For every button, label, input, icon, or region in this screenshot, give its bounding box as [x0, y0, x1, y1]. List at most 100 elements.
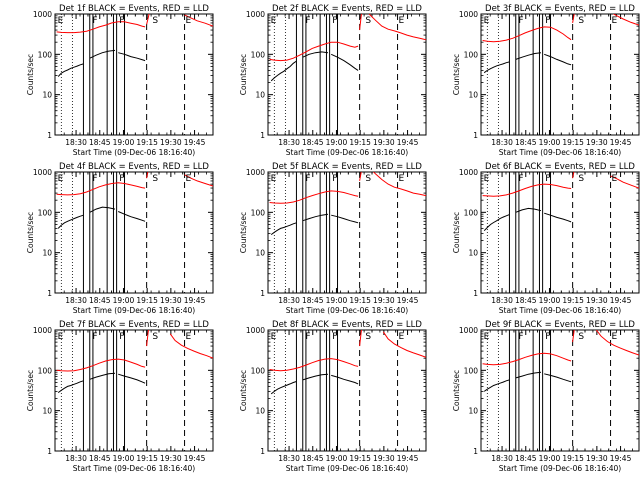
x-tick-label: 19:00: [326, 454, 348, 463]
series-line-events: [89, 372, 116, 380]
series-line-events: [515, 52, 542, 60]
series-line-events: [483, 379, 510, 392]
series-line-lld: [146, 172, 149, 179]
y-tick-label: 100: [251, 208, 266, 217]
series-line-events: [302, 213, 329, 222]
state-marker: E: [399, 174, 405, 184]
y-axis-label: Counts/sec: [26, 370, 35, 411]
y-tick-label: 100: [251, 50, 266, 59]
series-line-lld: [610, 175, 639, 189]
y-tick-label: 1000: [246, 10, 265, 19]
state-marker: S: [152, 174, 158, 184]
x-tick-label: 18:30: [278, 138, 300, 147]
series-line-events: [270, 381, 297, 395]
series-line-events: [544, 212, 572, 223]
y-tick-label: 1: [473, 131, 478, 140]
series-line-lld: [56, 21, 146, 34]
y-tick-label: 10: [255, 407, 265, 416]
plot-area: [482, 14, 639, 135]
series-line-lld: [382, 331, 426, 358]
x-axis-label: Start Time (09-Dec-06 18:16:40): [499, 464, 621, 473]
x-tick-label: 18:30: [278, 296, 300, 305]
x-tick-label: 19:45: [397, 138, 419, 147]
y-tick-label: 1: [47, 131, 52, 140]
x-tick-label: 19:30: [160, 454, 182, 463]
x-tick-label: 19:45: [184, 454, 206, 463]
x-axis-label: Start Time (09-Dec-06 18:16:40): [286, 464, 408, 473]
series-line-lld: [572, 172, 575, 179]
y-tick-label: 100: [464, 366, 479, 375]
x-tick-label: 18:45: [515, 454, 537, 463]
panel-det-2: Det 2f BLACK = Events, RED = LLD 1 10 100 10…: [239, 4, 427, 157]
x-tick-label: 19:30: [586, 138, 608, 147]
x-tick-label: 19:00: [539, 296, 561, 305]
y-tick-label: 100: [251, 366, 266, 375]
state-marker: E: [612, 174, 618, 184]
panel-title: Det 4f BLACK = Events, RED = LLD: [59, 162, 209, 172]
plot-area: [56, 330, 213, 451]
plot-frame: [54, 13, 214, 136]
series-line-lld: [269, 358, 359, 372]
series-line-lld: [146, 14, 150, 25]
x-tick-label: 18:45: [302, 138, 324, 147]
panel-title: Det 7f BLACK = Events, RED = LLD: [59, 320, 209, 330]
state-marker: E: [186, 174, 192, 184]
state-marker: E: [612, 332, 618, 342]
state-marker: F: [518, 16, 523, 26]
plot-frame: [480, 329, 640, 452]
x-tick-label: 19:45: [610, 138, 632, 147]
y-tick-label: 1: [260, 289, 265, 298]
state-marker: F: [518, 332, 523, 342]
x-tick-label: 18:30: [65, 296, 87, 305]
y-tick-label: 10: [255, 249, 265, 258]
series-line-lld: [359, 172, 362, 181]
series-line-events: [544, 53, 572, 66]
x-tick-label: 19:30: [586, 296, 608, 305]
state-marker: S: [578, 174, 584, 184]
x-tick-label: 19:00: [113, 138, 135, 147]
state-marker: E: [484, 332, 490, 342]
y-tick-label: 1000: [459, 326, 478, 335]
panel-det-9: Det 9f BLACK = Events, RED = LLD 1 10 100 10…: [452, 320, 640, 473]
panel-title: Det 6f BLACK = Events, RED = LLD: [485, 162, 635, 172]
plot-area: [269, 14, 426, 135]
y-tick-label: 100: [38, 366, 53, 375]
state-marker: E: [58, 174, 64, 184]
x-tick-label: 18:45: [515, 138, 537, 147]
x-axis-label: Start Time (09-Dec-06 18:16:40): [73, 148, 195, 157]
panel-title: Det 1f BLACK = Events, RED = LLD: [59, 4, 209, 14]
state-marker: S: [365, 16, 371, 26]
series-line-events: [331, 374, 359, 385]
state-marker: E: [399, 16, 405, 26]
x-tick-label: 18:30: [278, 454, 300, 463]
y-tick-label: 100: [38, 208, 53, 217]
y-tick-label: 1: [473, 447, 478, 456]
x-tick-label: 19:45: [184, 138, 206, 147]
y-axis-label: Counts/sec: [239, 54, 248, 95]
series-line-lld: [269, 41, 359, 62]
x-tick-label: 19:00: [113, 296, 135, 305]
series-line-events: [515, 207, 542, 213]
y-axis-label: Counts/sec: [452, 212, 461, 253]
x-tick-label: 18:30: [491, 138, 513, 147]
x-tick-label: 19:30: [373, 296, 395, 305]
y-tick-label: 10: [468, 249, 478, 258]
panel-det-1: Det 1f BLACK = Events, RED = LLD 1 10 100 10…: [26, 4, 214, 157]
state-marker: E: [271, 174, 277, 184]
state-marker: F: [305, 16, 310, 26]
y-tick-label: 1000: [459, 10, 478, 19]
x-tick-label: 19:30: [373, 138, 395, 147]
panel-det-8: Det 8f BLACK = Events, RED = LLD 1 10 100 10…: [239, 320, 427, 473]
plot-frame: [54, 329, 214, 452]
y-tick-label: 1000: [246, 326, 265, 335]
x-tick-label: 19:15: [136, 454, 158, 463]
x-tick-label: 18:30: [65, 454, 87, 463]
plot-area: [56, 172, 213, 293]
x-tick-label: 19:00: [326, 138, 348, 147]
panel-title: Det 8f BLACK = Events, RED = LLD: [272, 320, 422, 330]
x-tick-label: 18:45: [89, 296, 111, 305]
series-line-lld: [269, 190, 359, 204]
x-tick-label: 19:30: [160, 296, 182, 305]
plot-frame: [267, 171, 427, 294]
x-axis-label: Start Time (09-Dec-06 18:16:40): [286, 306, 408, 315]
